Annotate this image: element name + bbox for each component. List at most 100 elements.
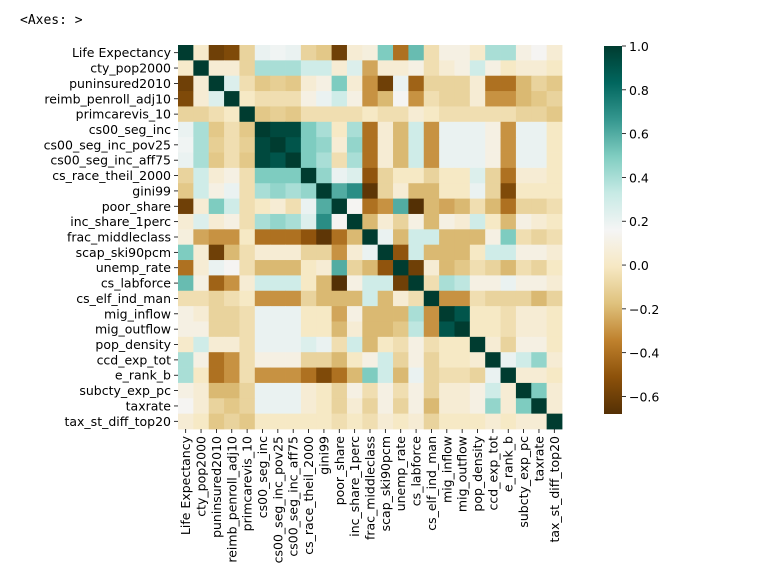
heatmap-cell (377, 91, 394, 107)
y-tick-label: cs_elf_ind_man (76, 291, 171, 306)
heatmap-cell (439, 106, 455, 123)
heatmap-cell (254, 336, 271, 353)
heatmap-cell (423, 75, 440, 92)
heatmap-cell (270, 260, 286, 276)
heatmap-cell (408, 398, 425, 415)
heatmap-cell (423, 306, 440, 322)
heatmap-cell (224, 290, 240, 307)
heatmap-cell (408, 290, 425, 307)
heatmap-cell (346, 198, 363, 215)
heatmap-cell (239, 352, 256, 368)
heatmap-cell (485, 137, 501, 153)
y-tick-label: reimb_penroll_adj10 (44, 91, 171, 106)
heatmap-cell (469, 106, 486, 123)
heatmap-cell (362, 167, 379, 184)
heatmap-cell (393, 382, 409, 399)
heatmap-cell (500, 167, 517, 184)
heatmap-cell (393, 306, 409, 322)
heatmap-cell (531, 75, 548, 92)
heatmap-cell (300, 75, 317, 92)
heatmap-cell (254, 60, 271, 77)
x-tick-label: cs_race_theil_2000 (301, 436, 316, 555)
x-tick-label: poor_share (332, 436, 347, 506)
heatmap-cell (423, 91, 440, 107)
heatmap-cell (469, 137, 486, 153)
x-tick-label: primcarevis_10 (240, 436, 255, 531)
heatmap-cell (546, 106, 563, 123)
heatmap-cell (439, 137, 455, 153)
heatmap-cell (393, 167, 409, 184)
heatmap-cell (300, 336, 317, 353)
heatmap-cell (208, 321, 225, 338)
x-tick-label: cs00_seg_inc_aff75 (286, 436, 301, 557)
heatmap-cell (469, 244, 486, 261)
heatmap-cell (316, 336, 332, 353)
heatmap-cell (300, 352, 317, 368)
heatmap-cell (439, 60, 455, 77)
heatmap-cell (439, 321, 455, 338)
heatmap-cell (193, 382, 210, 399)
heatmap-cell (393, 121, 409, 138)
x-tick-label: e_rank_b (501, 436, 516, 492)
heatmap-cell (423, 367, 440, 384)
heatmap-cell (423, 152, 440, 169)
heatmap-cell (331, 336, 348, 353)
heatmap-cell (285, 121, 302, 138)
heatmap-cell (346, 260, 363, 276)
heatmap-cell (515, 152, 532, 169)
heatmap-cell (208, 336, 225, 353)
heatmap-cell (469, 167, 486, 184)
x-tick-label: pop_density (470, 435, 485, 511)
heatmap-cell (224, 137, 240, 153)
heatmap-cell (285, 106, 302, 123)
heatmap-cell (469, 321, 486, 338)
heatmap-cell (515, 398, 532, 415)
heatmap-cell (454, 121, 471, 138)
heatmap-cell (500, 137, 517, 153)
heatmap-cell (454, 260, 471, 276)
heatmap-cell (439, 306, 455, 322)
heatmap-cell (178, 229, 194, 246)
heatmap-cell (454, 137, 471, 153)
heatmap-cell (300, 152, 317, 169)
heatmap-cell (546, 229, 563, 246)
heatmap-cell (239, 60, 256, 77)
heatmap-cell (500, 106, 517, 123)
heatmap-cell (178, 183, 194, 199)
heatmap-cell (439, 244, 455, 261)
heatmap-cell (454, 321, 471, 338)
heatmap-cell (239, 275, 256, 292)
heatmap-cell (208, 167, 225, 184)
heatmap-cell (224, 382, 240, 399)
heatmap-cell (377, 290, 394, 307)
heatmap-cell (469, 367, 486, 384)
heatmap-cell (193, 290, 210, 307)
heatmap-cell (500, 275, 517, 292)
heatmap-cell (270, 137, 286, 153)
heatmap-cell (469, 306, 486, 322)
heatmap-cell (485, 152, 501, 169)
heatmap-cell (377, 75, 394, 92)
heatmap-cell (454, 198, 471, 215)
heatmap-cell (224, 260, 240, 276)
heatmap-cell (224, 367, 240, 384)
heatmap-cell (393, 137, 409, 153)
y-tick-label: Life Expectancy (72, 45, 172, 60)
heatmap-cell (362, 60, 379, 77)
heatmap-cell (224, 413, 240, 430)
heatmap-cell (393, 45, 409, 61)
heatmap-cell (362, 244, 379, 261)
heatmap-cell (285, 183, 302, 199)
heatmap-cell (377, 229, 394, 246)
heatmap-cell (300, 167, 317, 184)
heatmap-cell (193, 398, 210, 415)
heatmap-cell (208, 306, 225, 322)
heatmap-cell (331, 260, 348, 276)
heatmap-cell (239, 213, 256, 230)
heatmap-cell (531, 260, 548, 276)
heatmap-cell (178, 306, 194, 322)
heatmap-cell (393, 398, 409, 415)
heatmap-cell (270, 60, 286, 77)
heatmap-cell (362, 290, 379, 307)
heatmap-cell (346, 91, 363, 107)
